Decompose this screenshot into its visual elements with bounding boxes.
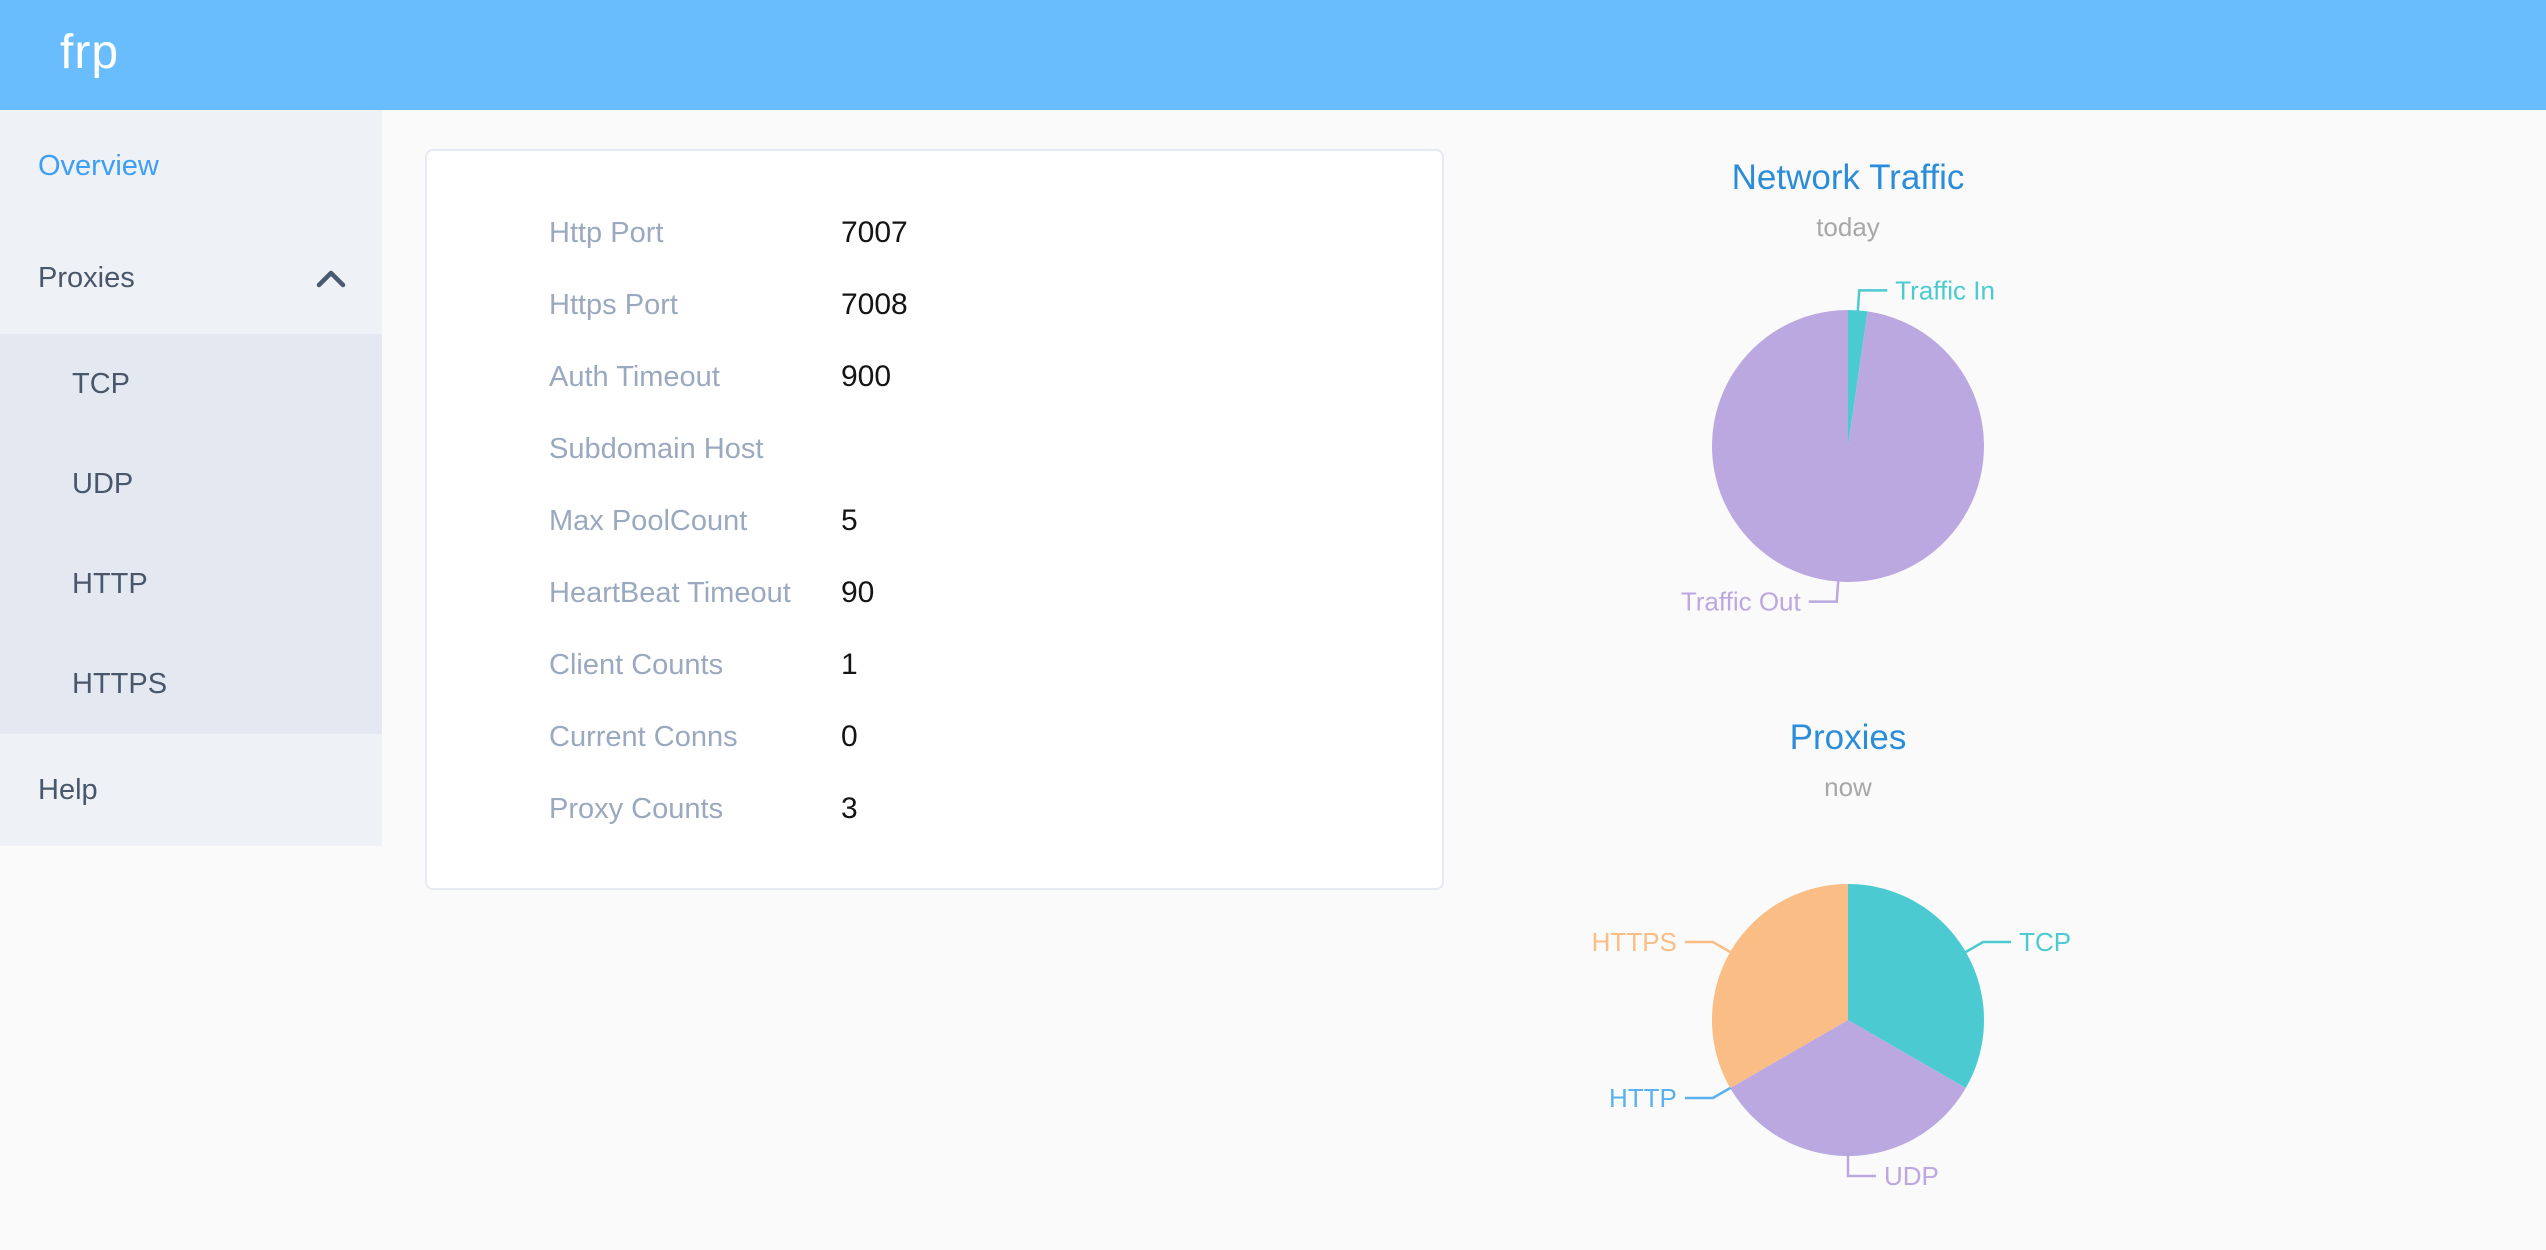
proxies-chart: Proxies now TCP UDP HTTP HTTPS <box>1493 690 2203 1234</box>
info-value: 7008 <box>841 288 908 321</box>
info-value: 0 <box>841 720 858 753</box>
sidebar-item-overview[interactable]: Overview <box>0 110 382 222</box>
pie-label-udp: UDP <box>1884 1161 1939 1191</box>
sidebar-item-label: TCP <box>72 368 130 400</box>
info-label: Client Counts <box>549 648 724 681</box>
info-label: Auth Timeout <box>549 360 720 393</box>
info-label: Current Conns <box>549 720 738 753</box>
pie-label-line <box>1964 940 2012 954</box>
info-value: 7007 <box>841 216 908 249</box>
app-logo: frp <box>60 26 120 79</box>
sidebar-item-label: HTTP <box>72 568 148 600</box>
pie-slice-tcp[interactable] <box>1848 884 1984 1088</box>
info-row-https-port: Https Port 7008 <box>427 269 1442 341</box>
pie-label-line <box>1684 940 1732 954</box>
info-row-http-port: Http Port 7007 <box>427 197 1442 269</box>
info-row-auth-timeout: Auth Timeout 900 <box>427 341 1442 413</box>
sidebar-item-http[interactable]: HTTP <box>0 534 382 634</box>
info-value: 1 <box>841 648 858 681</box>
network-traffic-chart: Network Traffic today Traffic In Traffic … <box>1493 120 2203 680</box>
chart-subtitle: now <box>1824 772 1872 802</box>
pie-slice-traffic-in[interactable] <box>1848 310 1868 446</box>
info-row-proxy-counts: Proxy Counts 3 <box>427 773 1442 845</box>
proxies-submenu: TCP UDP HTTP HTTPS <box>0 334 382 734</box>
info-row-heartbeat-timeout: HeartBeat Timeout 90 <box>427 557 1442 629</box>
sidebar-item-label: Proxies <box>38 262 135 294</box>
info-label: Http Port <box>549 216 664 249</box>
sidebar-item-https[interactable]: HTTPS <box>0 634 382 734</box>
pie-label-https: HTTPS <box>1592 927 1677 957</box>
pie-slice-https[interactable] <box>1712 884 1848 1088</box>
network-traffic-pie[interactable]: Traffic In Traffic Out <box>1493 120 2203 680</box>
chart-subtitle: today <box>1816 212 1880 242</box>
pie-label-line <box>1856 289 1888 312</box>
info-value: 900 <box>841 360 892 393</box>
proxies-pie[interactable]: TCP UDP HTTP HTTPS <box>1493 690 2203 1250</box>
sidebar-item-label: HTTPS <box>72 668 168 700</box>
info-label: Proxy Counts <box>549 792 724 825</box>
server-info-card: Http Port 7007 Https Port 7008 Auth Time… <box>425 149 1444 890</box>
app-header: frp <box>0 0 2546 110</box>
pie-label-line <box>1846 1155 1876 1178</box>
chart-title: Network Traffic <box>1731 158 1965 197</box>
info-label: Max PoolCount <box>549 504 748 537</box>
info-label: HeartBeat Timeout <box>549 576 791 609</box>
sidebar: Overview Proxies TCP UDP HTTP HTTPS Help <box>0 110 382 846</box>
pie-label-traffic-in: Traffic In <box>1895 275 1995 305</box>
chevron-up-icon <box>316 270 346 288</box>
pie-label-tcp: TCP <box>2019 927 2071 957</box>
info-value: 90 <box>841 576 875 609</box>
info-row-client-counts: Client Counts 1 <box>427 629 1442 701</box>
pie-label-line <box>1684 1086 1732 1100</box>
pie-label-http: HTTP <box>1609 1083 1677 1113</box>
info-row-max-poolcount: Max PoolCount 5 <box>427 485 1442 557</box>
pie-slice-udp[interactable] <box>1730 1020 1966 1156</box>
sidebar-item-proxies[interactable]: Proxies <box>0 222 382 334</box>
sidebar-item-help[interactable]: Help <box>0 734 382 846</box>
sidebar-item-label: UDP <box>72 468 134 500</box>
sidebar-item-label: Help <box>38 774 98 806</box>
sidebar-item-tcp[interactable]: TCP <box>0 334 382 434</box>
sidebar-item-label: Overview <box>38 150 159 182</box>
chart-title: Proxies <box>1789 718 1907 757</box>
info-label: Https Port <box>549 288 678 321</box>
info-value: 3 <box>841 792 858 825</box>
info-value: 5 <box>841 504 858 537</box>
info-label: Subdomain Host <box>549 432 764 465</box>
sidebar-item-udp[interactable]: UDP <box>0 434 382 534</box>
pie-label-traffic-out: Traffic Out <box>1681 587 1802 617</box>
info-row-current-conns: Current Conns 0 <box>427 701 1442 773</box>
pie-label-line <box>1808 580 1840 603</box>
pie-slice-traffic-out[interactable] <box>1712 310 1984 583</box>
info-row-subdomain-host: Subdomain Host <box>427 413 1442 485</box>
